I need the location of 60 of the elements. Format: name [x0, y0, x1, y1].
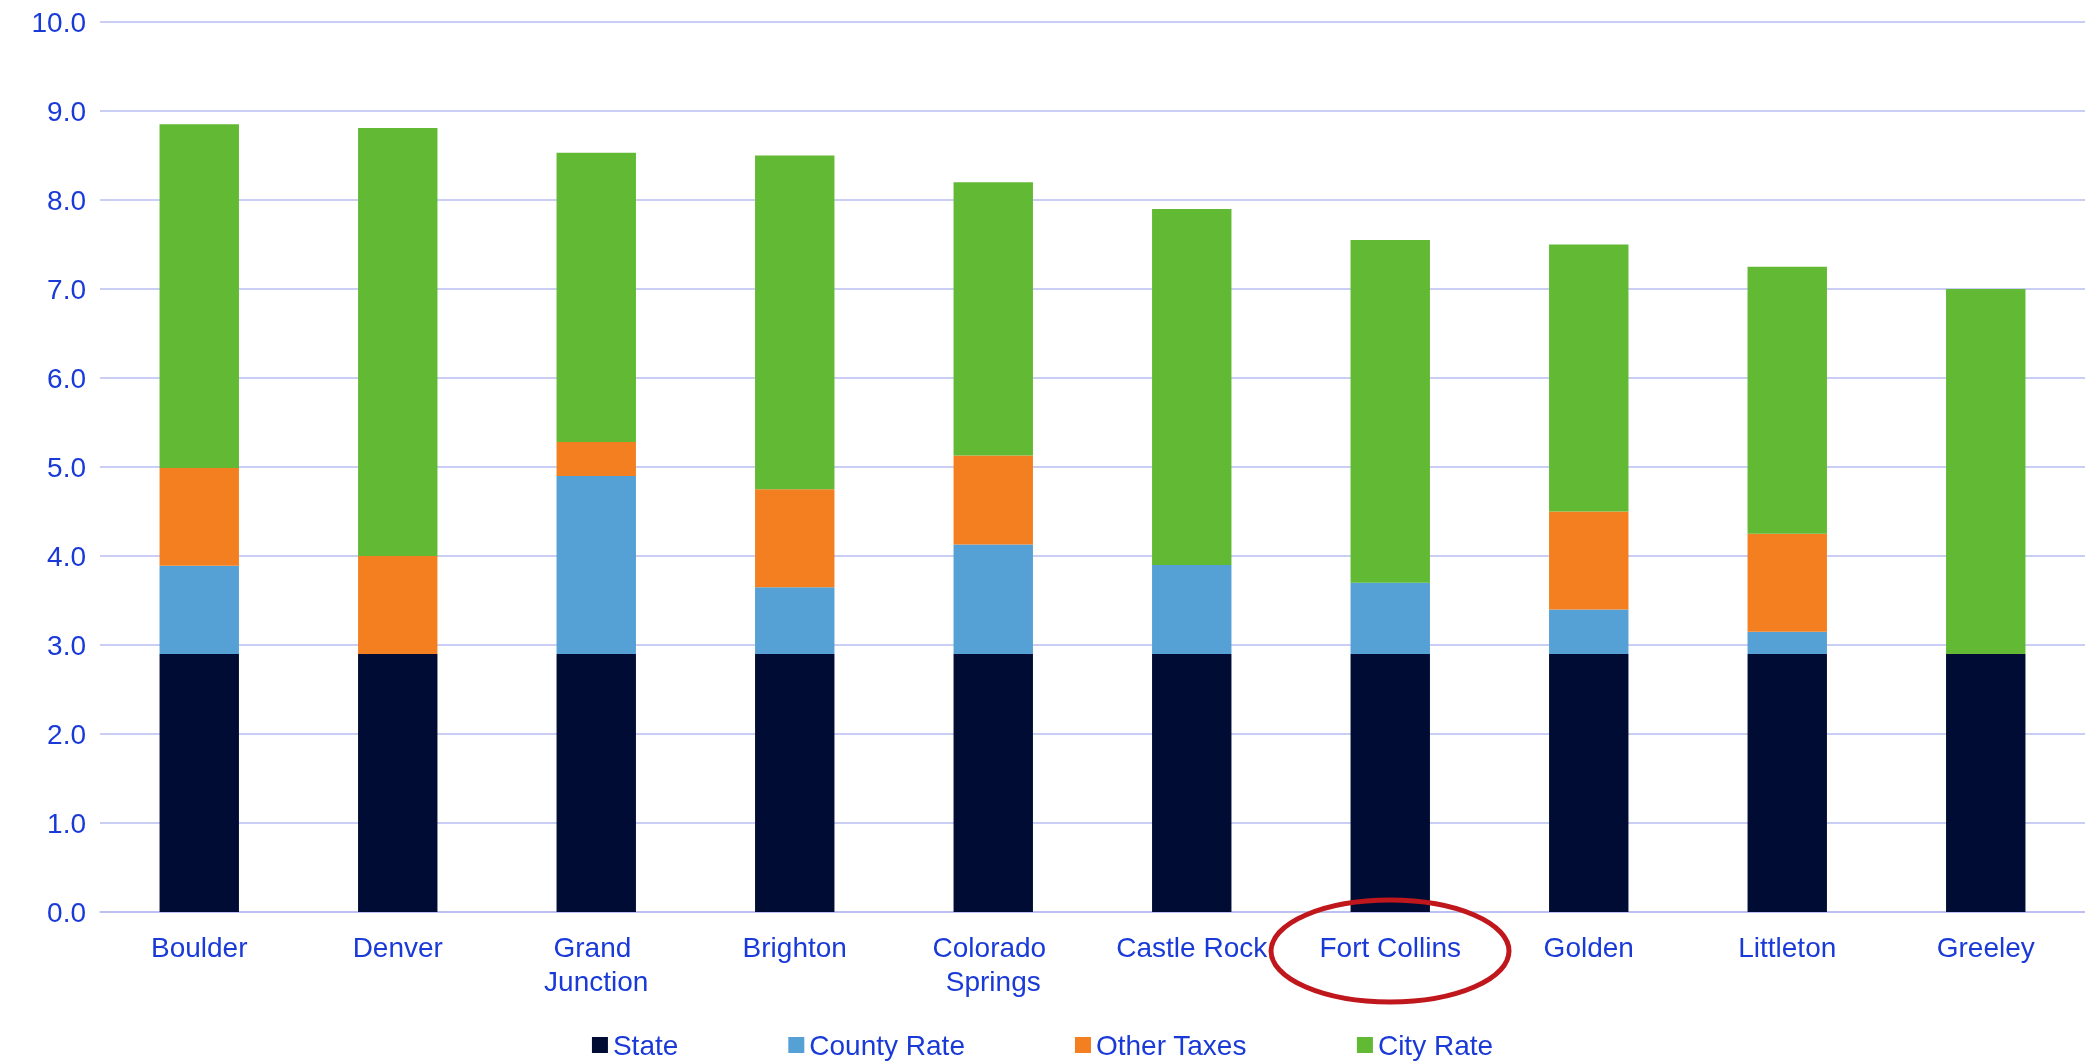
- x-tick-label: Fort Collins: [1319, 931, 1462, 963]
- bar: [358, 127, 438, 556]
- y-tick-label: 5.0: [47, 451, 86, 483]
- bar: [755, 587, 835, 654]
- y-tick-label: 0.0: [47, 896, 86, 928]
- bar: [1747, 631, 1827, 654]
- bar: [1549, 609, 1629, 654]
- y-tick-label: 4.0: [47, 540, 86, 572]
- x-tick-label: Greeley: [1936, 931, 2035, 963]
- legend-label: County Rate: [809, 1029, 965, 1061]
- bar: [556, 653, 636, 912]
- bar: [953, 455, 1033, 545]
- bar: [953, 182, 1033, 456]
- y-tick-label: 9.0: [47, 95, 86, 127]
- y-tick-label: 10.0: [31, 6, 86, 38]
- bar: [556, 475, 636, 654]
- x-tick-label: Grand Junction: [544, 931, 649, 997]
- bar: [755, 155, 835, 490]
- bar: [1350, 240, 1430, 583]
- bar: [755, 489, 835, 588]
- legend-label: City Rate: [1377, 1029, 1494, 1061]
- y-tick-label: 6.0: [47, 362, 86, 394]
- y-tick-label: 8.0: [47, 184, 86, 216]
- bar: [159, 124, 239, 468]
- x-tick-label: Littleton: [1738, 931, 1837, 963]
- bar: [1946, 289, 2026, 654]
- bar: [159, 653, 239, 912]
- bar: [1549, 653, 1629, 912]
- bar: [358, 556, 438, 654]
- legend-label: State: [612, 1029, 679, 1061]
- x-tick-label: Denver: [352, 931, 443, 963]
- bar: [358, 653, 438, 912]
- bar: [755, 653, 835, 912]
- y-tick-label: 2.0: [47, 718, 86, 750]
- x-tick-label: Colorado Springs: [932, 931, 1054, 997]
- bar: [1350, 582, 1430, 654]
- bar: [159, 565, 239, 654]
- bar: [159, 467, 239, 566]
- bar: [953, 544, 1033, 654]
- x-tick-label: Golden: [1543, 931, 1634, 963]
- bar: [1549, 511, 1629, 610]
- bar: [953, 653, 1033, 912]
- x-tick-label: Boulder: [150, 931, 248, 963]
- bar: [1946, 653, 2026, 912]
- bar: [1747, 653, 1827, 912]
- bar: [556, 152, 636, 443]
- y-tick-label: 7.0: [47, 273, 86, 305]
- bar: [1747, 533, 1827, 632]
- bar: [1152, 653, 1232, 912]
- bar: [1549, 244, 1629, 512]
- legend-label: Other Taxes: [1095, 1029, 1247, 1061]
- bar: [556, 442, 636, 476]
- x-tick-label: Castle Rock: [1116, 931, 1269, 963]
- y-tick-label: 1.0: [47, 807, 86, 839]
- y-tick-label: 3.0: [47, 629, 86, 661]
- x-tick-label: Brighton: [742, 931, 847, 963]
- bar: [1152, 564, 1232, 654]
- bar: [1350, 653, 1430, 912]
- bar: [1152, 208, 1232, 565]
- bar: [1747, 266, 1827, 534]
